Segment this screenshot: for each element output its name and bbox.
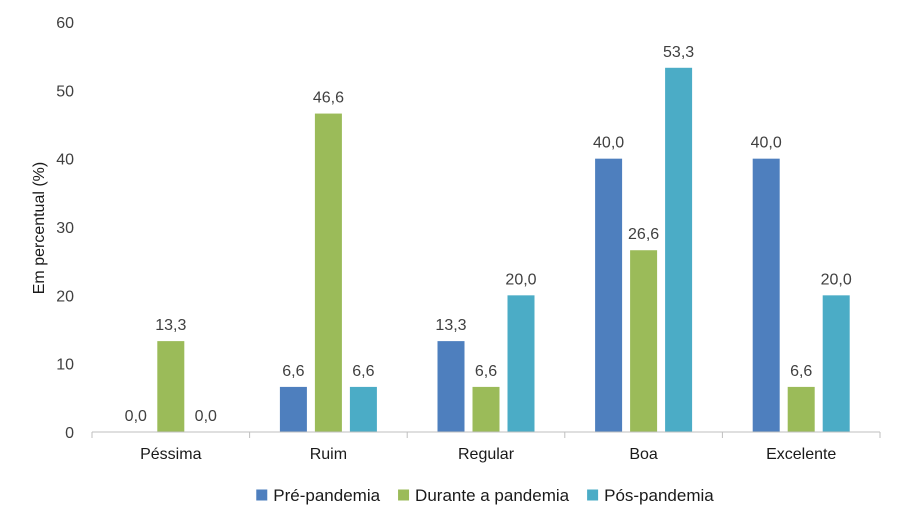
x-category-label: Boa — [629, 446, 658, 463]
x-category-label: Ruim — [310, 446, 347, 463]
data-label: 13,3 — [435, 317, 466, 334]
y-tick-label: 0 — [65, 425, 74, 442]
data-label: 0,0 — [125, 408, 147, 425]
legend: Pré-pandemia Durante a pandemia Pós-pandem… — [256, 486, 714, 505]
x-axis: Péssima Ruim Regular Boa Excelente — [91, 431, 881, 463]
legend-label: Pós-pandemia — [604, 486, 714, 505]
y-tick-label: 30 — [56, 220, 74, 237]
data-label: 6,6 — [352, 363, 374, 380]
bar — [507, 295, 535, 432]
legend-item: Pós-pandemia — [587, 486, 714, 505]
legend-item: Pré-pandemia — [256, 486, 381, 505]
data-label: 26,6 — [628, 226, 659, 243]
y-tick-label: 10 — [56, 357, 74, 374]
data-label: 40,0 — [751, 135, 782, 152]
y-axis: 0 10 20 30 40 50 60 — [56, 15, 74, 442]
data-label: 6,6 — [475, 363, 497, 380]
bar — [472, 386, 500, 432]
data-label: 46,6 — [313, 90, 344, 107]
y-axis-title: Em percentual (%) — [31, 162, 48, 295]
legend-swatch — [587, 489, 599, 501]
bar — [349, 386, 377, 432]
data-label: 6,6 — [282, 363, 304, 380]
legend-label: Durante a pandemia — [415, 486, 570, 505]
y-tick-label: 20 — [56, 288, 74, 305]
bar — [752, 158, 780, 432]
bar — [630, 250, 658, 432]
bar — [279, 386, 307, 432]
data-label: 20,0 — [505, 271, 536, 288]
x-category-label: Péssima — [140, 446, 201, 463]
data-label: 13,3 — [155, 317, 186, 334]
y-tick-label: 40 — [56, 152, 74, 169]
bar — [787, 386, 815, 432]
data-label: 6,6 — [790, 363, 812, 380]
x-category-label: Regular — [458, 446, 515, 463]
legend-swatch — [256, 489, 268, 501]
legend-swatch — [398, 489, 410, 501]
y-tick-label: 50 — [56, 83, 74, 100]
bar — [595, 158, 623, 432]
bar — [157, 341, 185, 432]
bar — [665, 67, 693, 433]
data-label: 0,0 — [195, 408, 217, 425]
legend-label: Pré-pandemia — [273, 486, 380, 505]
x-category-label: Excelente — [766, 446, 836, 463]
y-tick-label: 60 — [56, 15, 74, 32]
bar — [437, 341, 465, 432]
data-label: 40,0 — [593, 135, 624, 152]
bar — [822, 295, 850, 432]
bars: 0,0 13,3 0,0 6,6 46,6 6,6 13,3 6,6 20,0 40,0 26,6 5… — [125, 44, 852, 433]
legend-item: Durante a pandemia — [398, 486, 570, 505]
bar — [314, 113, 342, 433]
data-label: 20,0 — [821, 271, 852, 288]
data-label: 53,3 — [663, 44, 694, 61]
